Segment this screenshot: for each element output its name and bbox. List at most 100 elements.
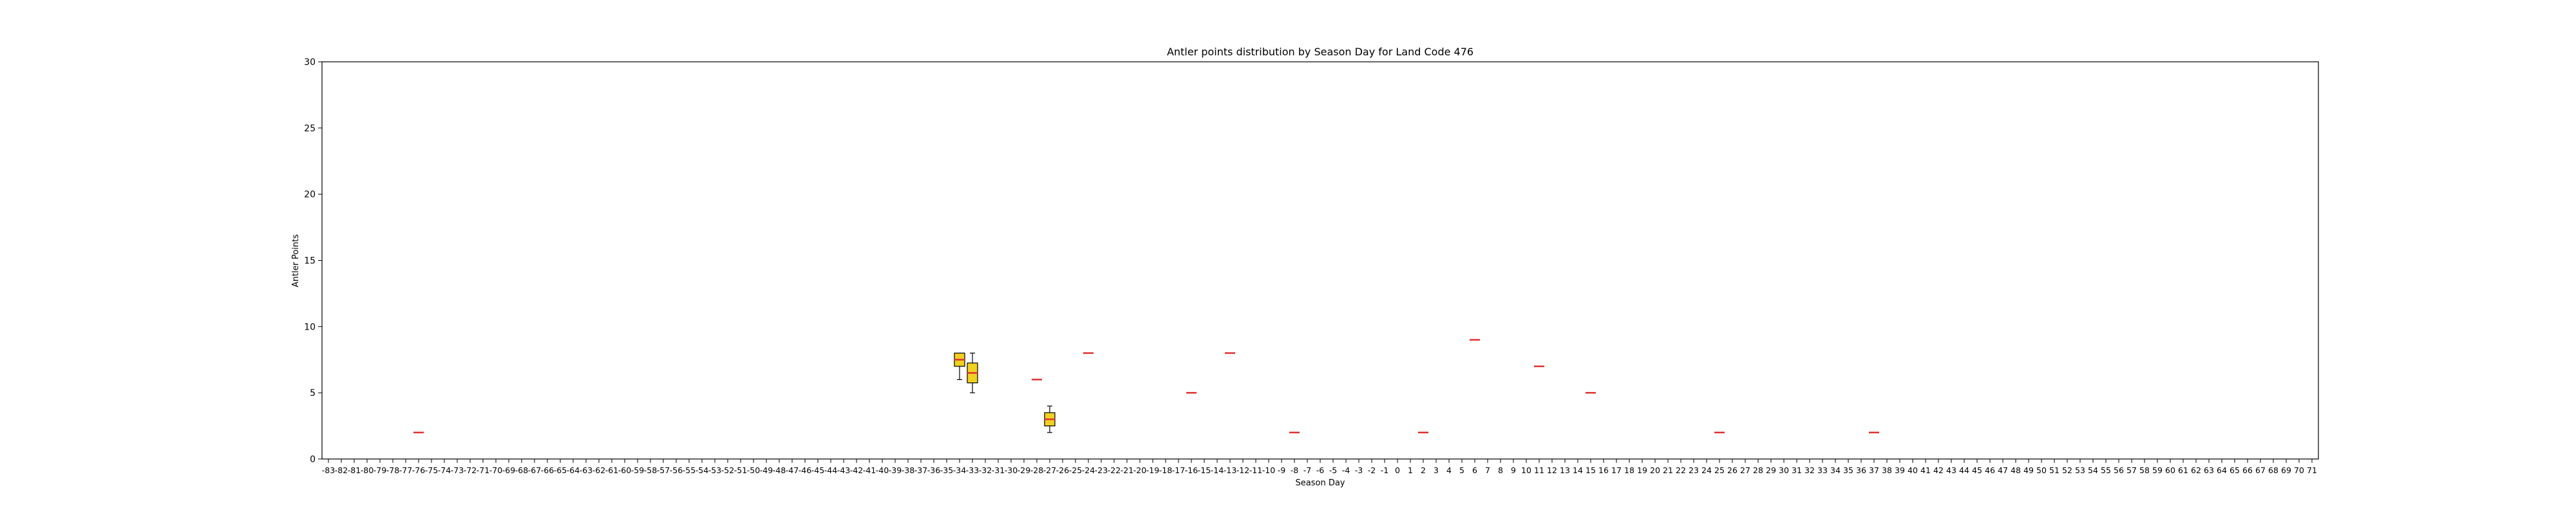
y-tick-label: 5 (310, 388, 316, 398)
x-tick-label: -72 (464, 465, 477, 475)
x-tick-label: 34 (1830, 465, 1841, 475)
x-tick-label: 28 (1753, 465, 1763, 475)
x-tick-label: 51 (2049, 465, 2060, 475)
x-tick-label: 10 (1521, 465, 1531, 475)
x-tick-label: 56 (2114, 465, 2124, 475)
x-tick-label: 18 (1624, 465, 1634, 475)
x-tick-label: 9 (1511, 465, 1516, 475)
x-tick-label: 2 (1421, 465, 1426, 475)
x-tick-label: -83 (322, 465, 335, 475)
x-tick-label: 32 (1804, 465, 1815, 475)
x-tick-label: 62 (2191, 465, 2201, 475)
x-tick-label: 20 (1650, 465, 1660, 475)
x-tick-label: 68 (2268, 465, 2278, 475)
x-tick-label: -29 (1018, 465, 1030, 475)
x-tick-label: -5 (1329, 465, 1337, 475)
x-tick-label: -36 (927, 465, 940, 475)
x-tick-label: 13 (1560, 465, 1570, 475)
x-tick-label: -4 (1342, 465, 1350, 475)
x-tick-label: 53 (2075, 465, 2085, 475)
x-tick-label: 22 (1676, 465, 1686, 475)
x-tick-label: -74 (438, 465, 451, 475)
x-tick-label: 30 (1779, 465, 1789, 475)
x-tick-label: -64 (567, 465, 580, 475)
x-tick-label: 46 (1985, 465, 1995, 475)
x-tick-label: 37 (1869, 465, 1879, 475)
x-tick-label: -1 (1381, 465, 1388, 475)
x-tick-label: -3 (1355, 465, 1363, 475)
x-tick-label: 17 (1611, 465, 1622, 475)
x-tick-label: 24 (1701, 465, 1712, 475)
x-tick-label: 40 (1908, 465, 1918, 475)
x-tick-label: -44 (824, 465, 837, 475)
x-tick-label: -57 (657, 465, 670, 475)
x-tick-label: -73 (451, 465, 464, 475)
x-tick-label: -59 (631, 465, 644, 475)
x-tick-label: 31 (1792, 465, 1802, 475)
x-tick-label: -31 (992, 465, 1005, 475)
x-tick-label: 61 (2178, 465, 2188, 475)
x-tick-label: -30 (1005, 465, 1018, 475)
x-tick-label: 1 (1408, 465, 1413, 475)
x-tick-label: -65 (554, 465, 567, 475)
x-tick-label: -68 (515, 465, 528, 475)
x-tick-label: -26 (1056, 465, 1069, 475)
x-tick-label: 6 (1472, 465, 1477, 475)
x-tick-label: -81 (348, 465, 361, 475)
x-tick-label: -10 (1262, 465, 1275, 475)
x-tick-label: 60 (2165, 465, 2175, 475)
x-tick-label: 25 (1714, 465, 1725, 475)
x-tick-label: -8 (1291, 465, 1299, 475)
x-tick-label: -7 (1303, 465, 1311, 475)
x-tick-label: -82 (335, 465, 348, 475)
x-tick-label: 48 (2011, 465, 2021, 475)
y-tick-label: 15 (304, 256, 316, 267)
x-tick-label: -19 (1146, 465, 1159, 475)
x-tick-label: 52 (2062, 465, 2072, 475)
x-tick-label: 64 (2217, 465, 2227, 475)
x-tick-label: 27 (1740, 465, 1750, 475)
x-tick-label: -20 (1133, 465, 1146, 475)
x-tick-label: 19 (1637, 465, 1647, 475)
x-tick-label: -35 (940, 465, 953, 475)
x-tick-label: 59 (2152, 465, 2163, 475)
x-tick-label: -9 (1278, 465, 1286, 475)
x-tick-label: 0 (1395, 465, 1400, 475)
x-tick-label: -46 (799, 465, 811, 475)
x-tick-label: -70 (489, 465, 502, 475)
x-tick-label: 65 (2230, 465, 2240, 475)
x-tick-label: -43 (837, 465, 850, 475)
x-tick-label: -37 (914, 465, 927, 475)
x-tick-label: -45 (811, 465, 824, 475)
x-tick-label: -28 (1030, 465, 1043, 475)
x-tick-label: 43 (1946, 465, 1956, 475)
x-tick-label: 7 (1485, 465, 1490, 475)
x-tick-label: -80 (361, 465, 374, 475)
x-tick-label: -52 (721, 465, 734, 475)
x-tick-label: 41 (1920, 465, 1931, 475)
x-tick-label: -48 (773, 465, 786, 475)
x-tick-label: 66 (2242, 465, 2253, 475)
x-tick-label: -2 (1368, 465, 1376, 475)
x-tick-label: -69 (502, 465, 515, 475)
y-tick-label: 0 (310, 454, 316, 465)
x-tick-label: -25 (1069, 465, 1082, 475)
x-tick-label: -33 (966, 465, 979, 475)
x-tick-label: 69 (2281, 465, 2291, 475)
x-tick-label: -14 (1211, 465, 1224, 475)
chart-title: Antler points distribution by Season Day… (1167, 46, 1473, 58)
x-tick-label: 58 (2139, 465, 2150, 475)
x-tick-label: -51 (734, 465, 747, 475)
x-tick-label: -77 (399, 465, 412, 475)
x-tick-label: 50 (2036, 465, 2047, 475)
x-tick-label: -15 (1198, 465, 1211, 475)
x-tick-label: 57 (2126, 465, 2137, 475)
x-tick-label: -58 (644, 465, 657, 475)
x-axis-label: Season Day (1296, 478, 1345, 488)
x-tick-label: 49 (2023, 465, 2034, 475)
x-tick-label: -54 (696, 465, 708, 475)
x-tick-label: -23 (1095, 465, 1108, 475)
x-tick-label: -60 (618, 465, 631, 475)
